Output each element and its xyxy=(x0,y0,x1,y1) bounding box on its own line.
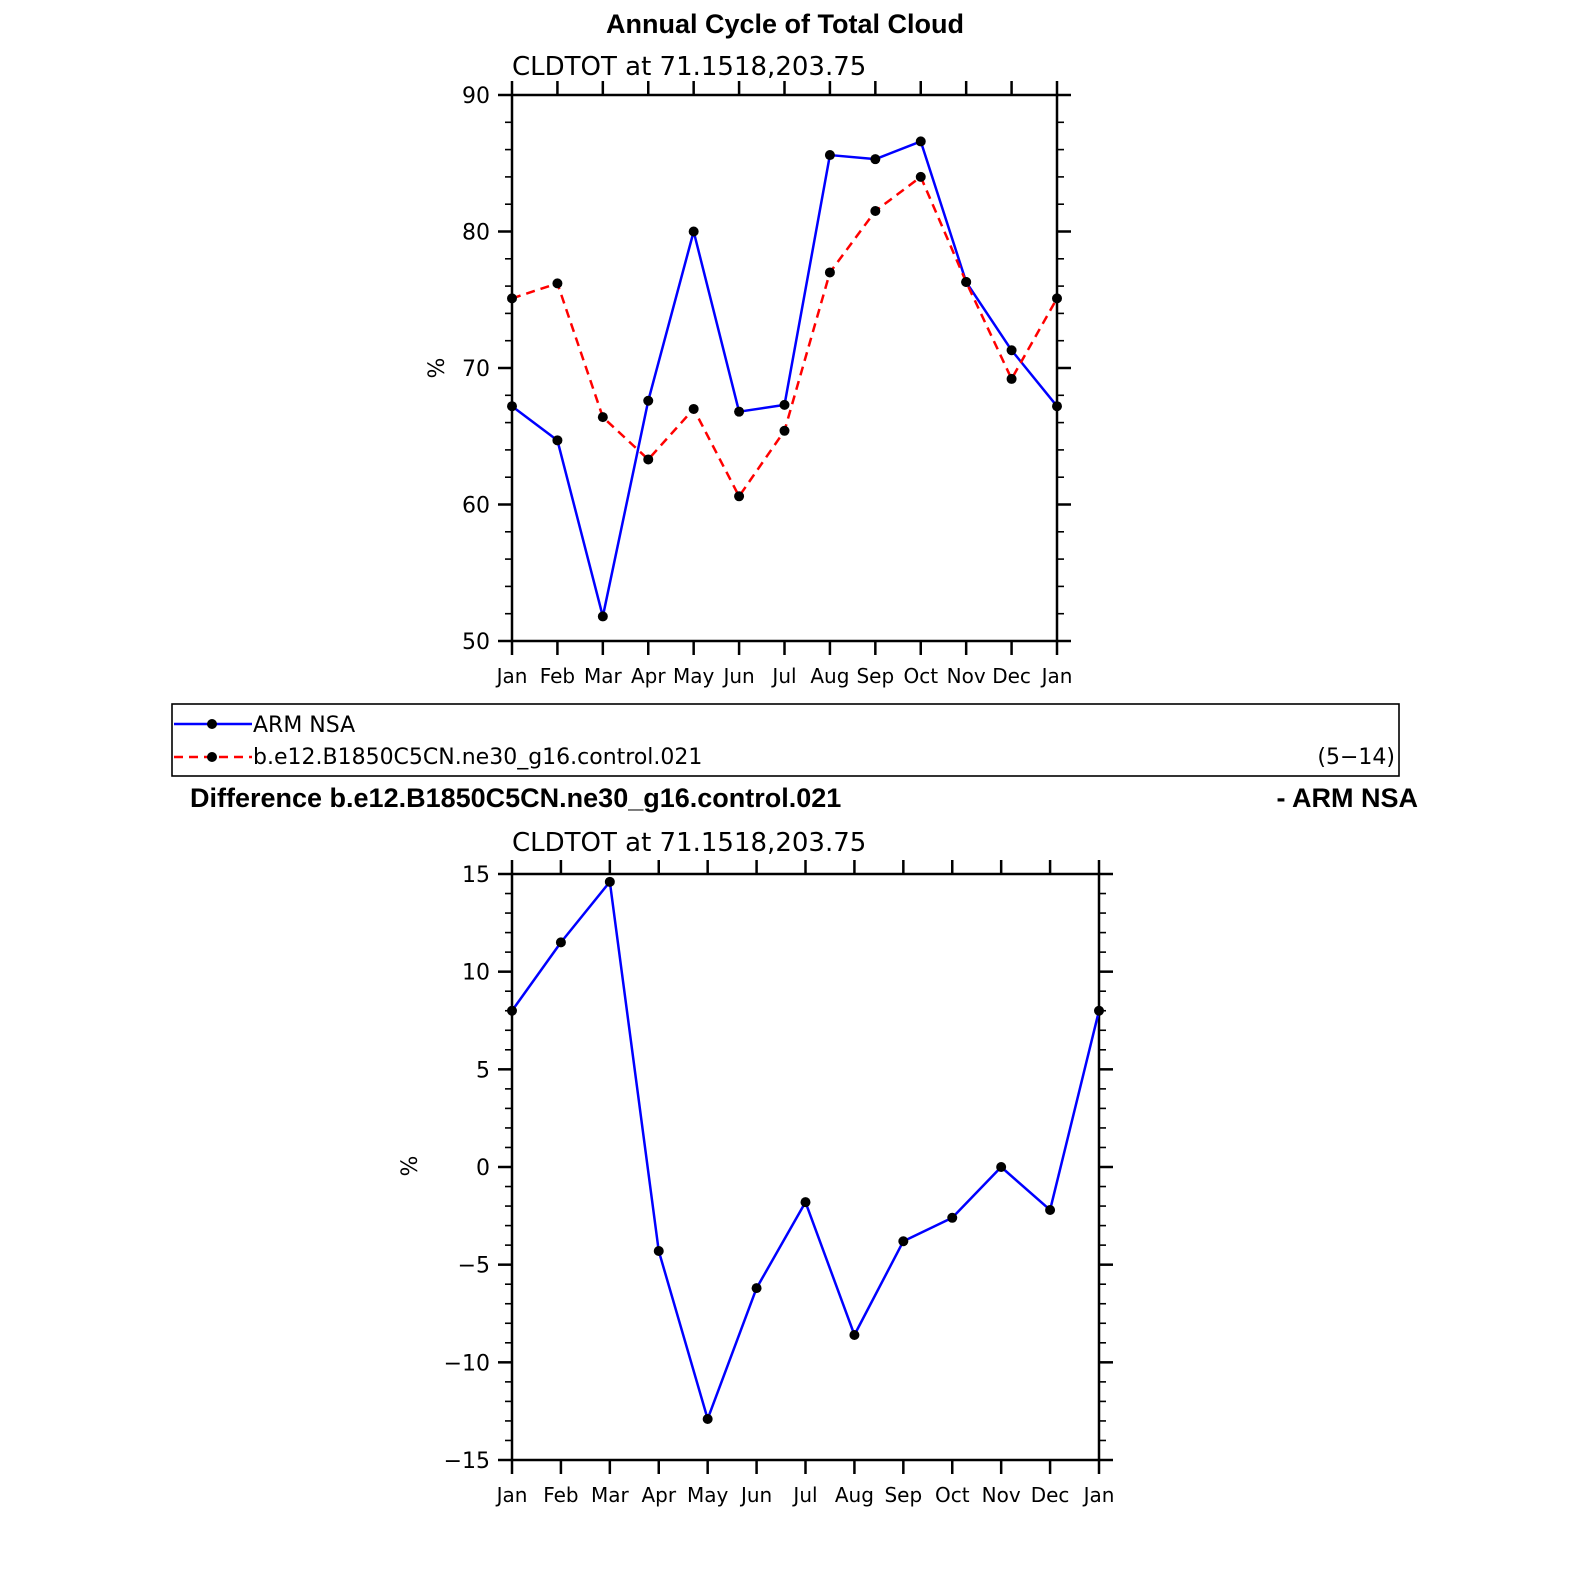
top-xtick-label: Jan xyxy=(495,664,528,688)
top-series-0-point xyxy=(779,399,790,410)
top-xtick-label: Oct xyxy=(903,664,938,688)
bottom-xtick-label: Jul xyxy=(791,1483,817,1507)
top-series-1-point xyxy=(734,491,745,502)
top-series-1-point xyxy=(1052,293,1062,304)
top-series-1-point xyxy=(552,278,563,289)
top-xtick-label: Jun xyxy=(721,664,754,688)
bottom-xtick-label: Sep xyxy=(884,1483,922,1507)
top-series-0-point xyxy=(1006,345,1017,356)
top-series-1-point xyxy=(870,206,881,217)
bottom-plot-area: Jan Feb Mar Apr May Jun Jul Aug Sep Oct Nov Dec Jan−… xyxy=(444,860,1115,1507)
legend-note: (5−14) xyxy=(1317,745,1395,770)
top-xtick-label: Jan xyxy=(1040,664,1073,688)
legend-label-model: b.e12.B1850C5CN.ne30_g16.control.021 xyxy=(253,745,702,770)
bottom-series-0-point xyxy=(800,1197,811,1208)
top-xtick-label: Nov xyxy=(947,664,986,688)
top-series-1-point xyxy=(961,277,972,288)
top-series-0-point xyxy=(870,154,881,165)
bottom-series-0-point xyxy=(1045,1204,1056,1215)
bottom-series-0-point xyxy=(898,1236,909,1247)
top-series-0-point xyxy=(643,395,654,406)
top-ytick-label: 50 xyxy=(462,630,490,655)
bottom-xtick-label: Aug xyxy=(835,1483,874,1507)
bottom-series-0-point xyxy=(751,1283,762,1294)
top-xtick-label: Dec xyxy=(992,664,1031,688)
bottom-xtick-label: Oct xyxy=(935,1483,970,1507)
bottom-chart-title: Difference b.e12.B1850C5CN.ne30_g16.cont… xyxy=(190,783,841,813)
top-xtick-label: Apr xyxy=(631,664,666,688)
top-series-0-point xyxy=(915,136,926,147)
top-series-0-point xyxy=(824,150,835,161)
top-series-0-point xyxy=(734,406,745,417)
top-series-1-point xyxy=(1006,373,1017,384)
top-xtick-label: Sep xyxy=(856,664,894,688)
bottom-ytick-label: 10 xyxy=(462,961,490,986)
bottom-xtick-label: Mar xyxy=(591,1483,630,1507)
top-series-0-point xyxy=(507,401,517,412)
bottom-xtick-label: Jun xyxy=(739,1483,772,1507)
top-series-0-point xyxy=(1052,401,1062,412)
top-plot-frame xyxy=(510,93,1059,643)
bottom-ytick-label: 15 xyxy=(462,863,490,888)
bottom-series-0-point xyxy=(996,1162,1007,1172)
top-series-1-line xyxy=(511,175,1059,498)
bottom-series-0-point xyxy=(849,1329,860,1340)
bottom-ytick-label: −10 xyxy=(444,1351,490,1376)
legend-label-arm-nsa: ARM NSA xyxy=(253,713,355,738)
top-y-axis-unit: % xyxy=(425,358,450,379)
bottom-y-axis-unit: % xyxy=(398,1156,423,1177)
bottom-ytick-label: 5 xyxy=(476,1058,490,1083)
bottom-xtick-label: Jan xyxy=(1082,1483,1115,1507)
top-series-0-line xyxy=(511,140,1058,618)
legend-marker-model xyxy=(207,752,217,762)
top-ytick-label: 80 xyxy=(462,221,490,246)
top-series-1-point xyxy=(643,454,654,465)
top-series-1-point xyxy=(824,267,835,278)
legend: ARM NSA b.e12.B1850C5CN.ne30_g16.control… xyxy=(171,703,1400,777)
top-chart-title: Annual Cycle of Total Cloud xyxy=(606,9,964,39)
bottom-series-0-point xyxy=(604,876,615,887)
top-chart-subtitle: CLDTOT at 71.1518,203.75 xyxy=(512,52,866,82)
bottom-ytick-label: −15 xyxy=(444,1449,490,1474)
top-series-1-point xyxy=(597,412,608,423)
bottom-xtick-label: May xyxy=(687,1483,729,1507)
top-ytick-label: 90 xyxy=(462,84,490,109)
legend-box xyxy=(171,703,1400,777)
bottom-series-0-point xyxy=(702,1413,713,1424)
top-xtick-label: May xyxy=(673,664,715,688)
bottom-series-0-point xyxy=(1094,1005,1104,1016)
bottom-xtick-label: Jan xyxy=(495,1483,528,1507)
bottom-series-0-point xyxy=(947,1212,958,1223)
top-ytick-label: 70 xyxy=(462,357,490,382)
bottom-xtick-label: Feb xyxy=(543,1483,578,1507)
top-series-1-point xyxy=(688,403,699,414)
bottom-plot-frame xyxy=(510,872,1101,1462)
bottom-series-0-line xyxy=(510,880,1101,1421)
bottom-xtick-label: Apr xyxy=(641,1483,676,1507)
top-series-1-point xyxy=(779,425,790,436)
bottom-ytick-label: 0 xyxy=(476,1156,490,1181)
top-series-0-point xyxy=(597,611,608,622)
bottom-series-0-point xyxy=(507,1005,517,1016)
bottom-ytick-label: −5 xyxy=(458,1254,490,1279)
bottom-chart-subtitle: CLDTOT at 71.1518,203.75 xyxy=(512,828,866,858)
top-series-1-point xyxy=(915,171,926,182)
top-xtick-label: Feb xyxy=(540,664,575,688)
top-xtick-label: Aug xyxy=(810,664,849,688)
top-plot-area: Jan Feb Mar Apr May Jun Jul Aug Sep Oct Nov Dec Jan5… xyxy=(462,81,1072,688)
bottom-chart-title-right: - ARM NSA xyxy=(1277,783,1419,813)
top-ytick-label: 60 xyxy=(462,494,490,519)
top-series-1-point xyxy=(507,293,517,304)
top-series-0-point xyxy=(552,435,563,446)
bottom-xtick-label: Nov xyxy=(982,1483,1021,1507)
legend-marker-arm-nsa xyxy=(207,719,217,729)
bottom-series-0-point xyxy=(653,1245,664,1256)
bottom-xtick-label: Dec xyxy=(1031,1483,1070,1507)
top-xtick-label: Jul xyxy=(770,664,796,688)
top-series-0-point xyxy=(688,226,699,237)
bottom-series-0-point xyxy=(555,937,566,948)
top-xtick-label: Mar xyxy=(584,664,623,688)
